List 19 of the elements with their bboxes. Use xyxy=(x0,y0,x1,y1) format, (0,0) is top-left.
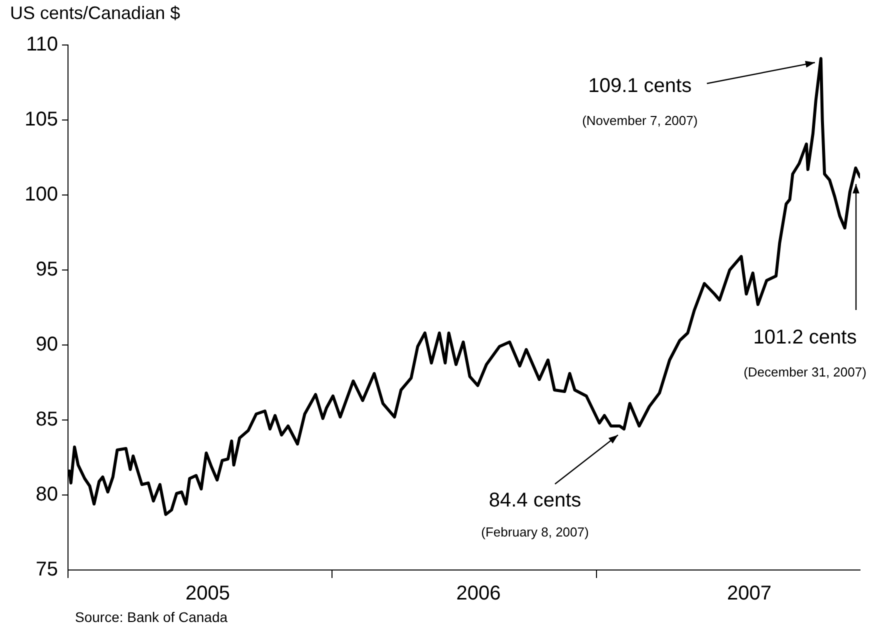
annotation: 109.1 cents xyxy=(588,75,692,98)
y-tick-label: 95 xyxy=(36,258,58,281)
y-tick-label: 105 xyxy=(24,108,58,131)
x-tick-label: 2006 xyxy=(456,582,501,605)
x-tick-label: 2007 xyxy=(726,582,772,605)
x-tick-label: 2005 xyxy=(185,582,230,605)
y-tick-label: 75 xyxy=(36,558,58,581)
annotation: 84.4 cents xyxy=(488,490,582,512)
source-note: Source: Bank of Canada xyxy=(75,608,228,625)
y-tick-label: 80 xyxy=(36,484,58,506)
y-tick-label: 100 xyxy=(24,184,58,206)
annotation: (December 31, 2007) xyxy=(744,364,866,380)
y-tick-label: 90 xyxy=(36,334,58,356)
y-tick-label: 85 xyxy=(36,408,58,431)
annotation: (February 8, 2007) xyxy=(481,524,589,540)
annotation: (November 7, 2007) xyxy=(582,113,698,128)
annotation: 101.2 cents xyxy=(753,326,857,349)
y-axis-title: US cents/Canadian $ xyxy=(10,2,180,23)
y-tick-label: 110 xyxy=(26,34,58,56)
